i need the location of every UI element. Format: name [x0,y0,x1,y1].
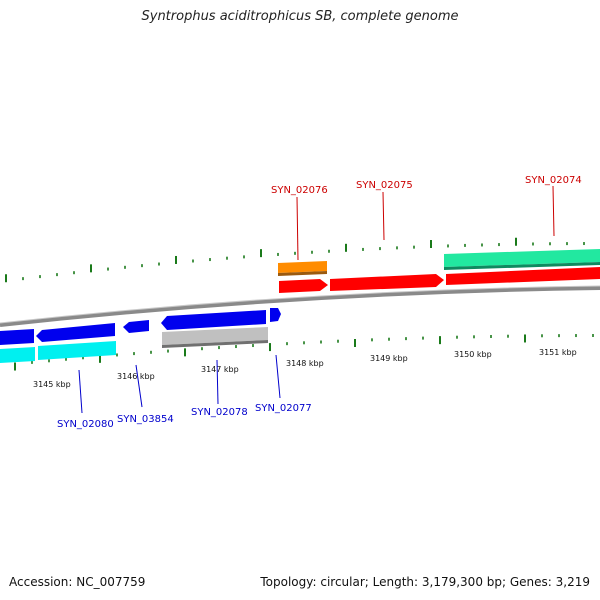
reverse-features [0,308,281,363]
feature-gray[interactable] [162,327,268,345]
feature-green[interactable] [444,249,600,267]
leader-line [275,354,281,399]
gene-label[interactable]: SYN_02078 [191,407,248,418]
leader-line [296,196,299,261]
feature-blue-5[interactable] [270,308,281,322]
leader-line [78,369,83,414]
feature-gray-shadow [162,340,268,348]
map-title: Syntrophus aciditrophicus SB, complete g… [141,9,459,24]
kbp-label: 3150 kbp [454,350,492,359]
feature-blue-1[interactable] [0,329,34,345]
kbp-label: 3146 kbp [117,372,155,381]
feature-blue-3[interactable] [123,320,149,333]
feature-green-shadow [444,262,600,270]
accession-text: Accession: NC_007759 [9,575,146,589]
kbp-label: 3147 kbp [201,365,239,374]
gene-label[interactable]: SYN_02076 [271,185,328,196]
gene-label[interactable]: SYN_02080 [57,419,114,430]
feature-red-3[interactable] [446,267,600,285]
gene-label[interactable]: SYN_03854 [117,414,174,425]
leader-line [216,359,219,405]
feature-cyan-2[interactable] [38,341,116,360]
leader-line [382,191,385,241]
feature-blue-2[interactable] [36,323,115,342]
leader-line [135,364,143,408]
gene-label[interactable]: SYN_02074 [525,175,582,186]
feature-cyan-1[interactable] [0,347,35,363]
feature-red-1[interactable] [279,279,328,293]
genome-backbone [0,286,600,327]
feature-orange-shadow [278,271,327,276]
kbp-label: 3149 kbp [370,354,408,363]
kbp-label: 3151 kbp [539,348,577,357]
feature-blue-4[interactable] [161,310,266,330]
kbp-labels: 3145 kbp 3146 kbp 3147 kbp 3148 kbp 3149… [33,348,577,389]
genome-backbone-light [0,285,600,324]
upper-tick-marks [5,237,585,283]
kbp-label: 3148 kbp [286,359,324,368]
forward-features [278,249,600,293]
feature-orange[interactable] [278,261,327,273]
gene-label[interactable]: SYN_02077 [255,403,312,414]
forward-gene-labels: SYN_02076 SYN_02075 SYN_02074 [271,175,582,261]
leader-line [552,185,555,237]
feature-red-2[interactable] [330,274,444,291]
gene-label[interactable]: SYN_02075 [356,180,413,191]
reverse-gene-labels: SYN_02080 SYN_03854 SYN_02078 SYN_02077 [57,354,312,430]
genome-summary-text: Topology: circular; Length: 3,179,300 bp… [260,575,590,589]
kbp-label: 3145 kbp [33,380,71,389]
